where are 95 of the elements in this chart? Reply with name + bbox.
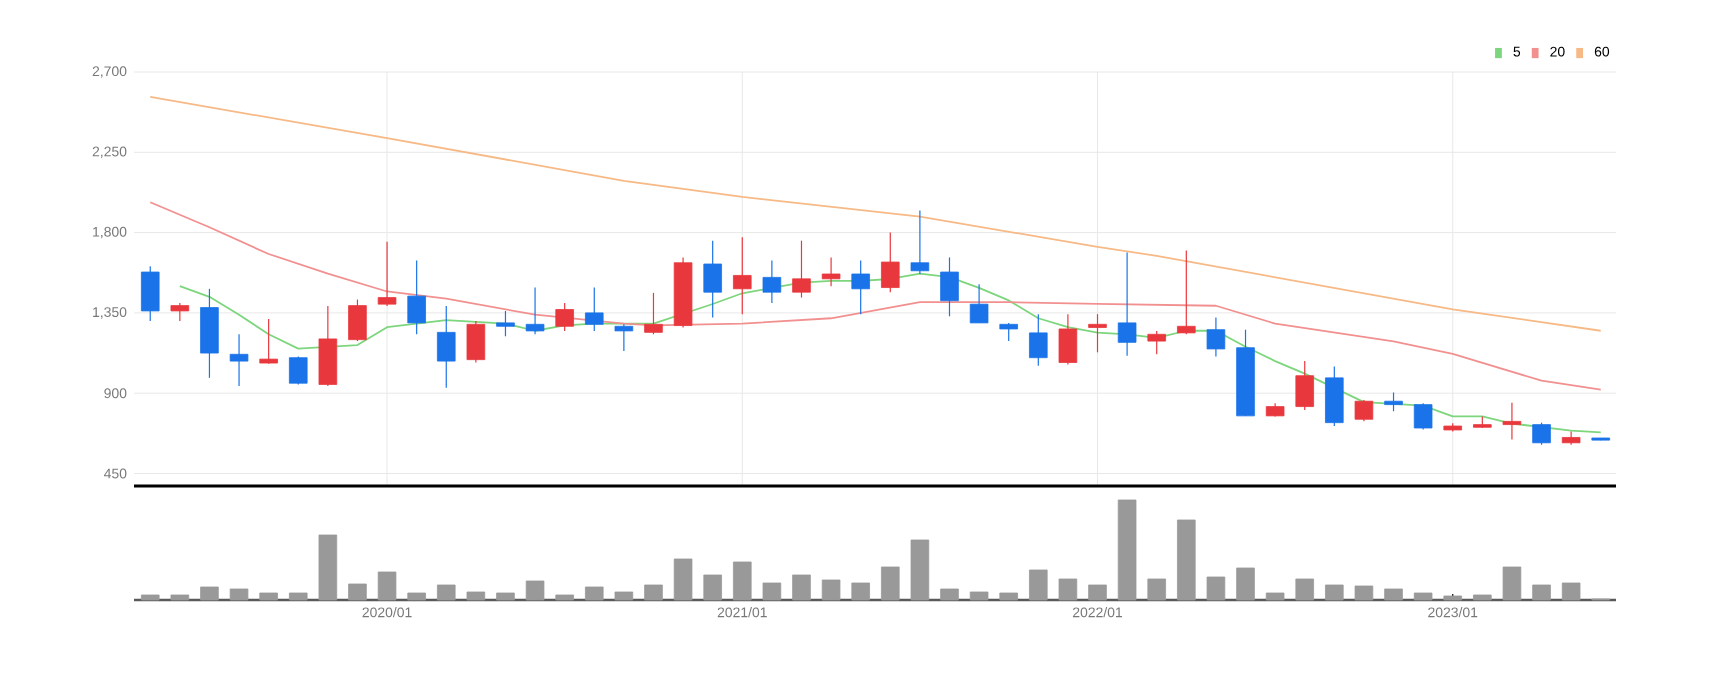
bar [1029, 569, 1048, 601]
bar [288, 592, 308, 601]
candlestick [940, 256, 959, 317]
bar [1058, 578, 1078, 601]
bar [1265, 592, 1285, 601]
candlestick [1325, 365, 1344, 427]
candlestick [436, 305, 456, 389]
bar [377, 571, 397, 601]
candlestick [377, 241, 397, 307]
candlestick [200, 288, 219, 379]
candlestick [170, 302, 190, 322]
candlestick [140, 265, 160, 322]
bar [1532, 584, 1551, 601]
candlestick [614, 323, 634, 352]
bar [1384, 588, 1403, 601]
bar [969, 591, 989, 601]
candlestick [288, 355, 308, 386]
bar [436, 584, 456, 601]
candlestick [525, 286, 545, 335]
candlestick [1177, 250, 1196, 335]
candlestick [1413, 402, 1433, 431]
candlestick [969, 283, 989, 324]
bar [584, 586, 604, 601]
candlestick [1295, 360, 1314, 411]
candlestick [1029, 313, 1048, 367]
candlestick [1088, 313, 1107, 353]
bar [1325, 584, 1344, 601]
bar [200, 586, 219, 601]
bar [1473, 594, 1492, 601]
bar [851, 582, 870, 601]
candlestick [496, 310, 515, 337]
candlestick [1384, 391, 1403, 412]
bar [1413, 592, 1433, 601]
candlestick [466, 320, 486, 364]
candlestick [851, 260, 870, 315]
bar [1354, 585, 1374, 601]
candlestick [318, 305, 338, 387]
candlestick [259, 318, 278, 365]
candlestick [910, 209, 930, 275]
candlestick [1117, 251, 1137, 357]
bar [1561, 582, 1581, 601]
bar [229, 588, 249, 601]
bar [407, 592, 426, 601]
candlestick [1354, 399, 1374, 422]
candlestick [703, 240, 722, 319]
candlestick [762, 260, 782, 304]
candlestick [407, 260, 426, 335]
bar [910, 539, 930, 601]
bar [1502, 566, 1522, 601]
candlestick [1147, 330, 1166, 355]
bar [614, 591, 634, 601]
candlestick [792, 240, 811, 299]
candlestick [999, 322, 1018, 342]
bar [1088, 584, 1107, 601]
bar [1236, 567, 1255, 601]
bar [1147, 578, 1166, 601]
bar [318, 534, 338, 601]
line-series [149, 96, 1602, 332]
bar [821, 579, 841, 601]
bar [259, 592, 278, 601]
bar [673, 558, 693, 601]
bar [525, 580, 545, 601]
candlestick [1058, 313, 1078, 366]
bar [703, 574, 722, 601]
bar [555, 594, 574, 601]
bar [1177, 519, 1196, 601]
bar [644, 584, 663, 601]
bar [496, 592, 515, 601]
bar [940, 588, 959, 601]
candlestick [1532, 422, 1551, 446]
candlestick [1206, 316, 1226, 358]
bar [466, 591, 486, 601]
bar [792, 574, 811, 601]
candlestick [555, 302, 574, 332]
candlestick [584, 286, 604, 332]
bar [1117, 499, 1137, 601]
bar [762, 582, 782, 601]
bar [1443, 595, 1463, 601]
candlestick [1502, 402, 1522, 441]
bar [733, 561, 752, 601]
bar [140, 594, 160, 601]
candlestick [348, 298, 367, 342]
line-series [149, 201, 1602, 391]
bar [170, 594, 190, 601]
bar [1295, 578, 1314, 601]
candlestick [229, 333, 249, 387]
candlestick [821, 256, 841, 287]
bar [881, 566, 900, 601]
candlestick [733, 236, 752, 315]
bar [348, 583, 367, 601]
bar [999, 592, 1018, 601]
candlestick [644, 292, 663, 335]
candlestick [881, 232, 900, 293]
candlestick [1561, 430, 1581, 446]
bar [1206, 576, 1226, 601]
